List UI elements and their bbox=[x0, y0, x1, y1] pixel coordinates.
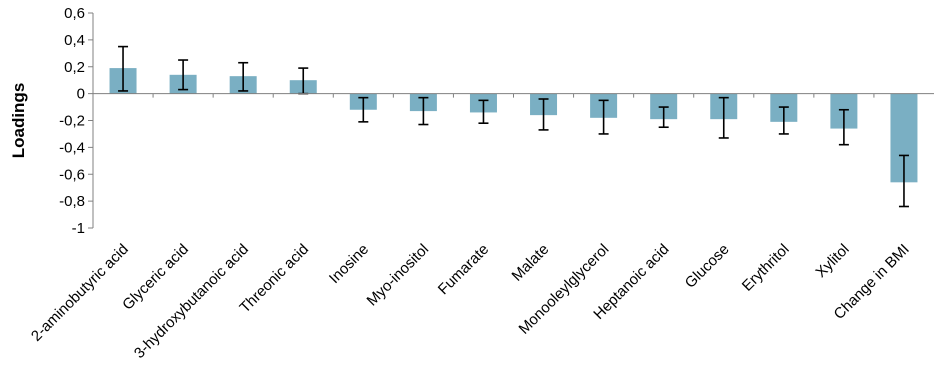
category-label-6: Fumarate bbox=[435, 241, 492, 298]
y-tick-label-7: -0,8 bbox=[59, 193, 85, 210]
error-bar-8 bbox=[598, 99, 609, 135]
error-bar-5 bbox=[418, 96, 429, 126]
category-label-0: 2-aminobutyric acid bbox=[28, 241, 132, 345]
y-tick-label-2: 0,2 bbox=[64, 59, 85, 76]
labels-layer: 0,6 0,4 0,2 0 -0,2 -0,4 -0,6 -0,8 -1 2-aminobutyr… bbox=[28, 5, 913, 362]
y-tick-label-3: 0 bbox=[77, 86, 85, 103]
error-bar-12 bbox=[838, 108, 849, 146]
error-bar-4 bbox=[358, 96, 369, 123]
category-label-2: 3-hydroxybutanoic acid bbox=[131, 241, 252, 362]
error-bar-11 bbox=[778, 106, 789, 135]
bars-layer bbox=[109, 68, 918, 183]
error-bar-1 bbox=[178, 59, 189, 91]
y-tick-label-0: 0,6 bbox=[64, 5, 85, 22]
category-label-11: Erythritol bbox=[739, 241, 793, 295]
y-tick-label-5: -0,4 bbox=[59, 139, 85, 156]
y-tick-label-1: 0,4 bbox=[64, 32, 85, 49]
error-bar-9 bbox=[658, 106, 669, 129]
y-tick-label-6: -0,6 bbox=[59, 166, 85, 183]
category-label-7: Malate bbox=[509, 241, 553, 285]
error-bar-13 bbox=[898, 154, 909, 208]
category-label-4: Inosine bbox=[326, 241, 372, 287]
error-bar-2 bbox=[238, 61, 249, 92]
y-axis-title: Loadings bbox=[9, 83, 28, 159]
error-bars-layer bbox=[118, 45, 909, 208]
category-label-12: Xylitol bbox=[812, 241, 852, 281]
error-bar-7 bbox=[538, 98, 549, 131]
y-tick-label-8: -1 bbox=[72, 220, 85, 237]
error-bar-6 bbox=[478, 99, 489, 124]
error-bar-10 bbox=[718, 96, 729, 139]
error-bar-0 bbox=[118, 45, 129, 92]
category-label-5: Myo-inositol bbox=[364, 241, 433, 310]
y-tick-label-4: -0,2 bbox=[59, 113, 85, 130]
category-label-10: Glucose bbox=[682, 241, 733, 292]
axes-layer bbox=[88, 12, 934, 229]
